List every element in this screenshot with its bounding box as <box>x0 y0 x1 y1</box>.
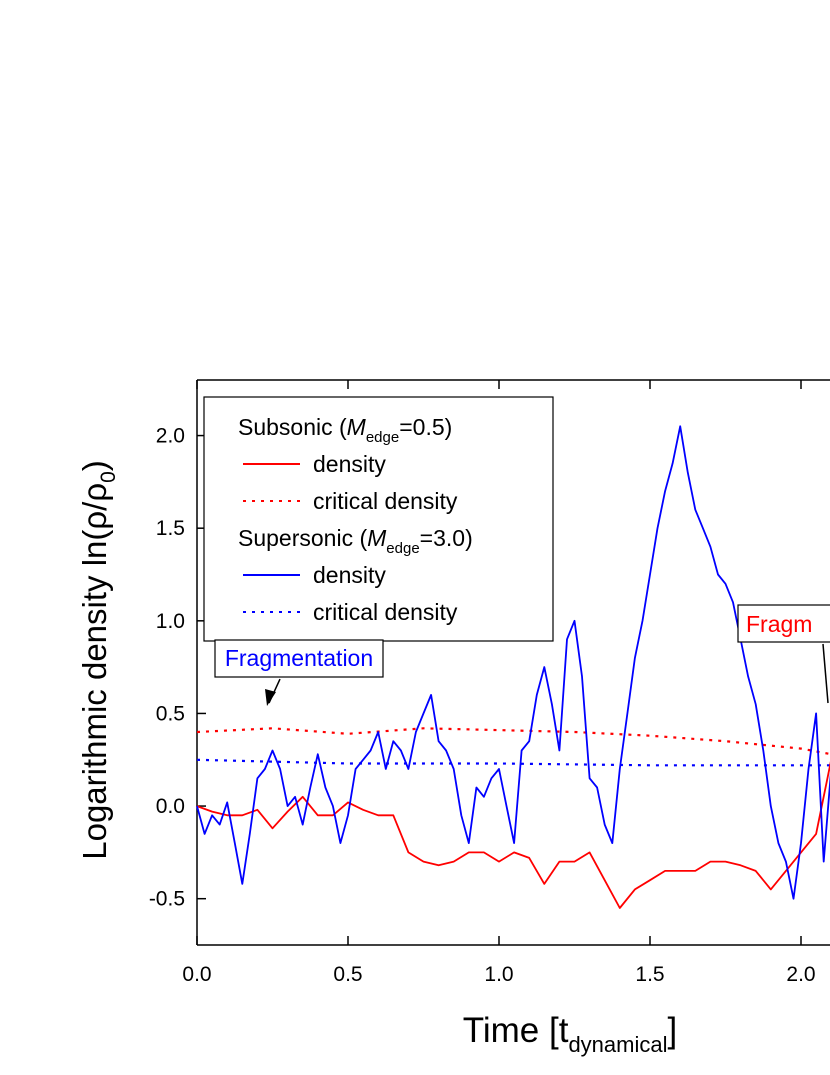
x-label-text: Time [t <box>463 1011 569 1050</box>
x-label-sub: dynamical <box>568 1032 667 1057</box>
arrow-head <box>265 689 276 706</box>
legend-group-title: Subsonic (Medge=0.5) <box>238 414 452 446</box>
y-tick-label: -0.5 <box>149 888 185 911</box>
legend-sub: edge <box>366 429 399 446</box>
y-label-sub: 0 <box>97 471 120 483</box>
legend-label: density <box>313 451 386 477</box>
legend-text: Subsonic ( <box>238 414 347 440</box>
y-tick-label: 0.5 <box>156 702 185 725</box>
y-axis-label: Logarithmic density ln(ρ/ρ0) <box>76 460 120 860</box>
series-line <box>196 425 830 900</box>
x-tick-label: 0.0 <box>182 963 211 986</box>
legend-text: =3.0) <box>420 525 473 551</box>
annotation-box <box>214 639 384 678</box>
legend-text: Supersonic ( <box>238 525 367 551</box>
plot-area: 0.0 0.5 1.0 1.5 2.0 -0.5 0.0 0.5 1.0 1.5 2.0 <box>149 379 830 986</box>
legend-text: =0.5) <box>399 414 452 440</box>
annotation-2: Fragm <box>737 604 830 704</box>
series-line <box>196 758 830 767</box>
series-line <box>196 761 830 909</box>
annotation-text: Fragmentation <box>225 645 373 671</box>
x-tick-label: 1.5 <box>635 963 664 986</box>
x-tick-label: 0.5 <box>333 963 362 986</box>
y-tick-label: 2.0 <box>156 425 185 448</box>
legend-label: critical density <box>313 488 458 514</box>
annotation-1: Fragmentation <box>214 639 384 706</box>
legend-group-title: Supersonic (Medge=3.0) <box>238 525 473 557</box>
legend-sub: edge <box>386 540 419 557</box>
legend-box <box>203 396 554 642</box>
y-tick-label: 1.0 <box>156 610 185 633</box>
legend-label: critical density <box>313 599 458 625</box>
arrow <box>822 643 829 704</box>
legend-label: density <box>313 562 386 588</box>
annotation-box <box>737 604 830 643</box>
y-tick-label: 0.0 <box>156 795 185 818</box>
y-label-text: Logarithmic density ln(ρ/ρ <box>76 483 113 860</box>
x-axis-label: Time [tdynamical] <box>463 1011 677 1057</box>
legend-symbol: M <box>347 414 367 440</box>
x-tick-label: 2.0 <box>786 963 815 986</box>
series-line <box>196 727 830 756</box>
x-tick-label: 1.0 <box>484 963 513 986</box>
annotation-text: Fragm <box>746 611 812 637</box>
x-label-text: ] <box>667 1011 677 1050</box>
y-label-text: ) <box>76 460 113 471</box>
y-tick-label: 1.5 <box>156 517 185 540</box>
legend-symbol: M <box>367 525 387 551</box>
